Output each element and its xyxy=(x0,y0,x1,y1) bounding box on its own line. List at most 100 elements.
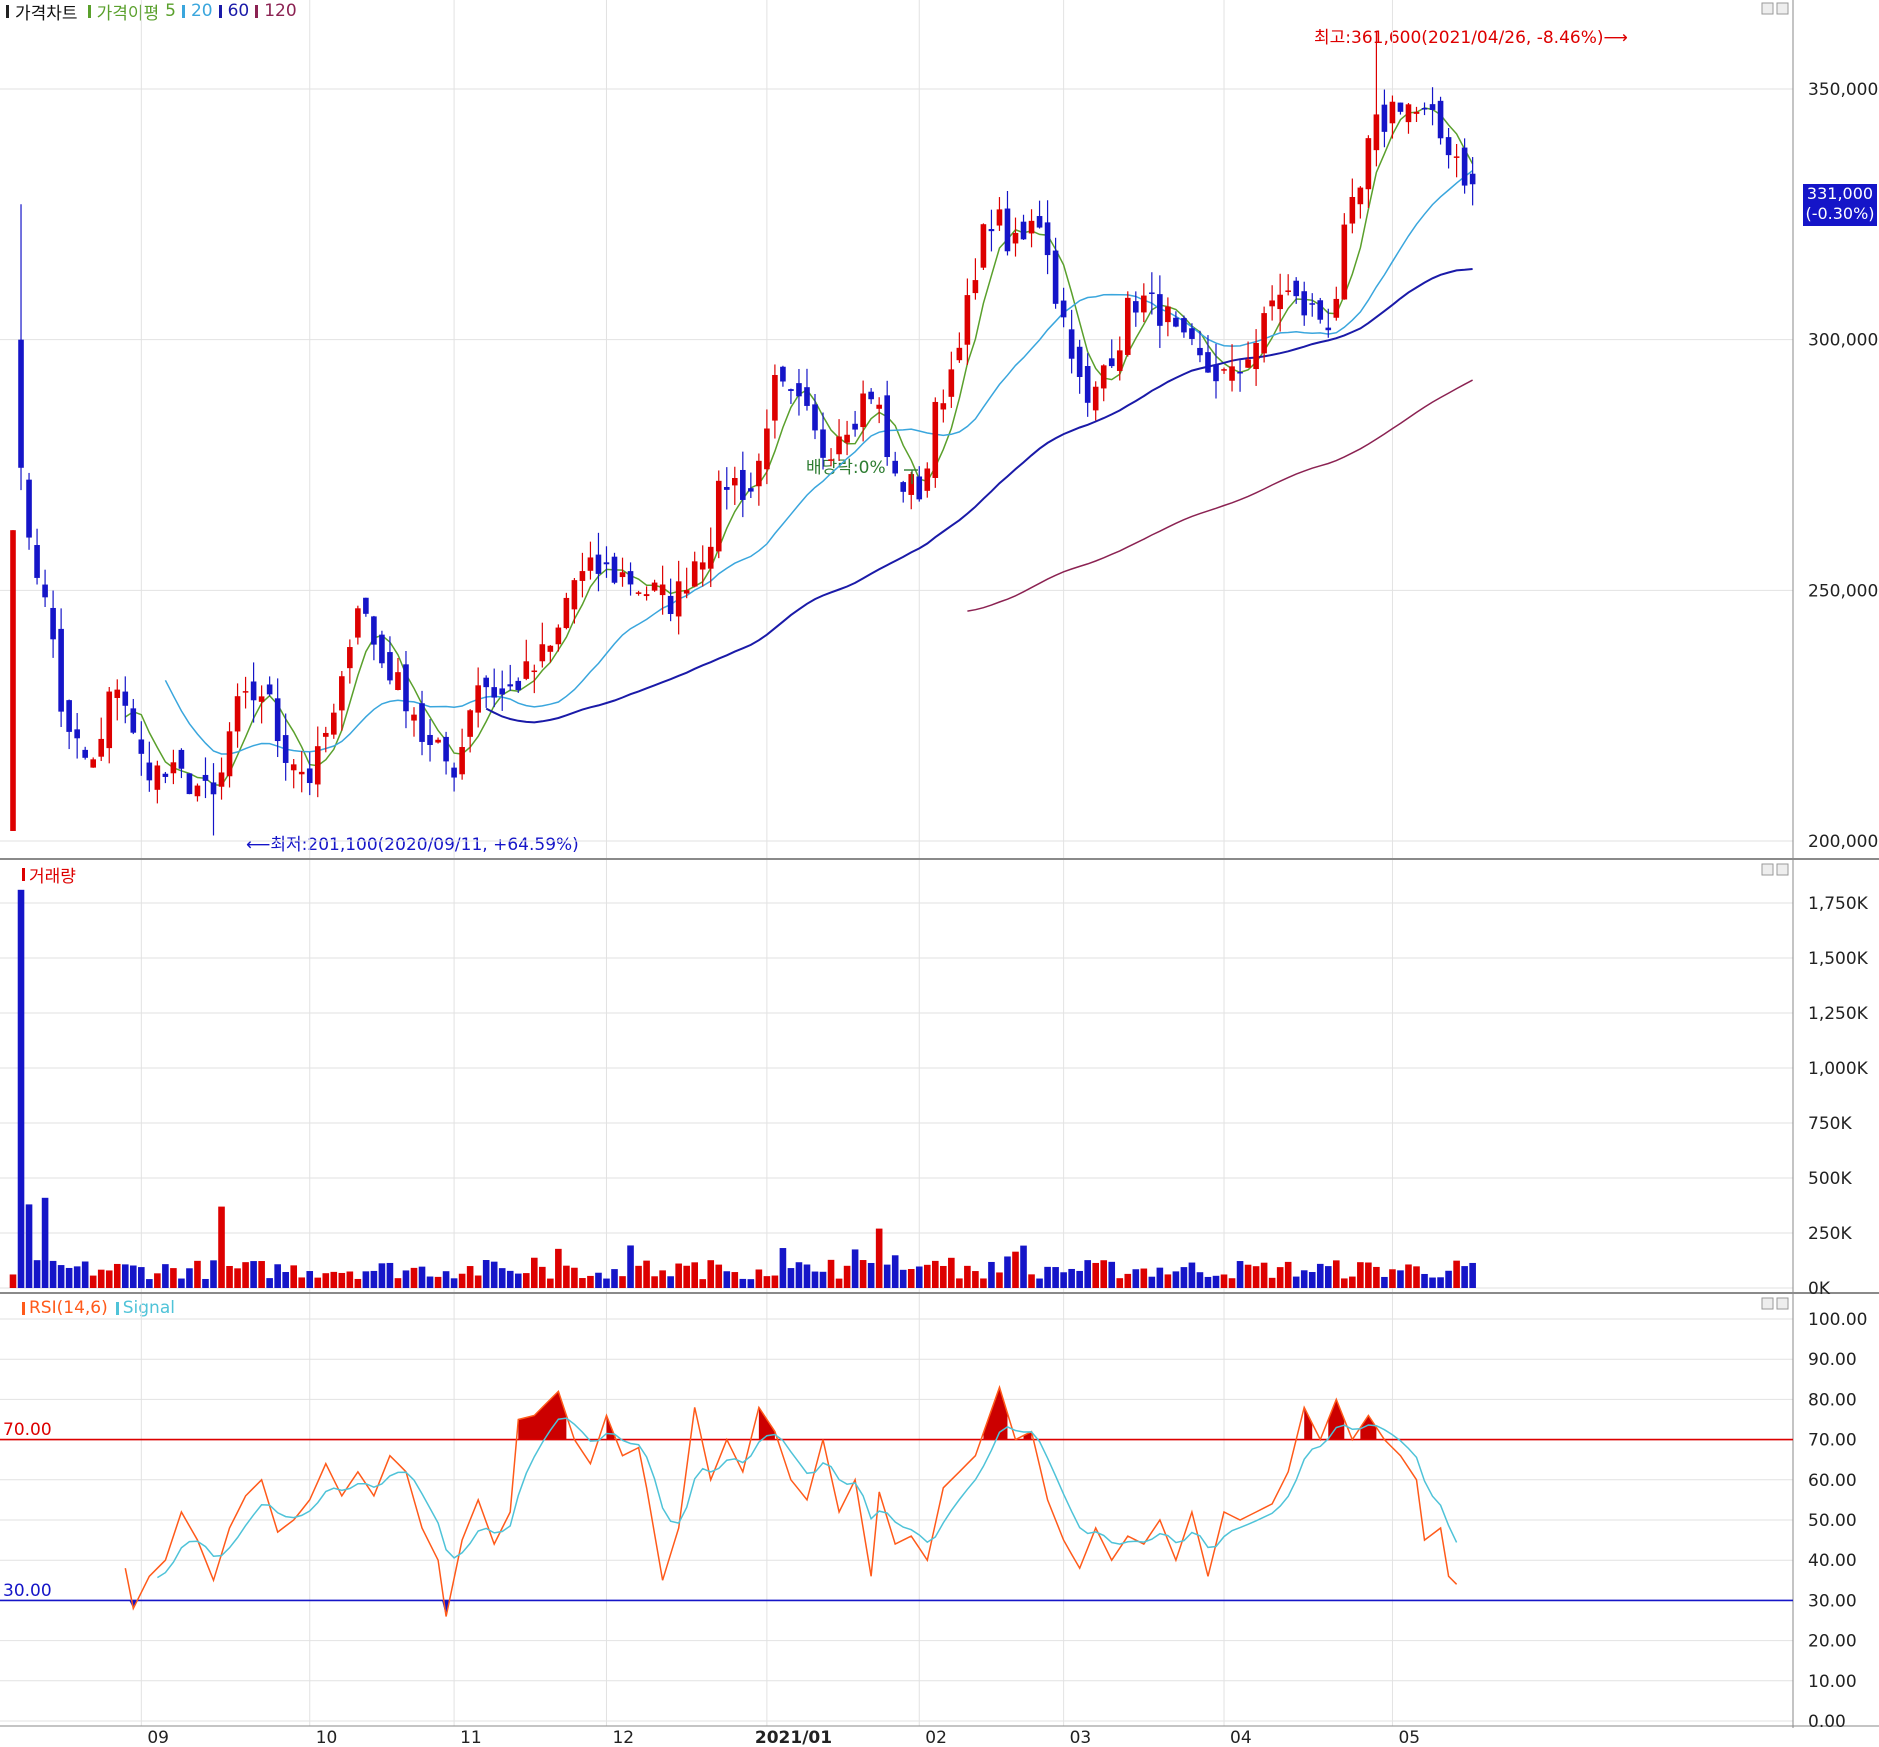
candle-body xyxy=(1269,300,1275,307)
candle-body xyxy=(483,677,489,688)
volume-bar xyxy=(170,1268,177,1288)
candle-body xyxy=(651,582,658,591)
candle-body xyxy=(1333,298,1340,318)
volume-bar xyxy=(1156,1267,1164,1288)
volume-bar xyxy=(314,1277,322,1288)
volume-bar xyxy=(298,1277,306,1288)
volume-bar xyxy=(996,1272,1003,1288)
ma20-legend: 20 xyxy=(190,1,213,21)
rsi-overbought-fill xyxy=(983,1387,1008,1440)
volume-bar xyxy=(1349,1276,1356,1288)
volume-bar xyxy=(1445,1270,1452,1288)
volume-bar xyxy=(49,1260,57,1288)
volume-bar xyxy=(1429,1277,1436,1288)
volume-bar xyxy=(1220,1274,1228,1288)
volume-bar xyxy=(162,1264,169,1288)
rsi-tick-label: 40.00 xyxy=(1808,1551,1857,1571)
rsi-legend-icon xyxy=(22,1301,25,1315)
volume-bar xyxy=(1333,1260,1340,1288)
rsi-legend: RSI(14,6) Signal xyxy=(22,1297,175,1319)
candle-body xyxy=(411,714,417,721)
volume-bar xyxy=(683,1265,690,1288)
candle-body xyxy=(1213,364,1219,382)
candle-body xyxy=(804,387,810,406)
volume-bar xyxy=(330,1271,338,1288)
pane-close-button[interactable] xyxy=(1776,2,1789,15)
volume-tick-label: 1,250K xyxy=(1808,1004,1869,1024)
date-tick-label: 2021/01 xyxy=(755,1728,832,1747)
candle-body xyxy=(788,389,794,391)
candle-body xyxy=(948,369,955,397)
candle-body xyxy=(1165,306,1171,323)
volume-bar xyxy=(178,1278,185,1288)
volume-bar xyxy=(539,1266,546,1288)
volume-bar xyxy=(1196,1272,1204,1288)
volume-bar xyxy=(218,1206,225,1288)
pane-controls[interactable] xyxy=(1761,2,1789,1310)
candle-body xyxy=(459,747,465,775)
date-tick-label: 05 xyxy=(1398,1728,1420,1747)
volume-bar xyxy=(466,1266,474,1288)
pane-close-button[interactable] xyxy=(1776,1297,1789,1310)
pane-minimize-button[interactable] xyxy=(1761,1297,1774,1310)
volume-bar xyxy=(113,1263,121,1288)
candle-body xyxy=(1389,101,1396,124)
volume-bar xyxy=(121,1264,129,1288)
volume-bar xyxy=(322,1273,330,1288)
rsi-lower-level-label: 30.00 xyxy=(3,1581,52,1601)
low-annotation: ⟵최저:201,100(2020/09/11, +64.59%) xyxy=(246,835,579,855)
volume-bar xyxy=(1212,1275,1220,1288)
candle-body xyxy=(1221,369,1227,371)
pane-minimize-button[interactable] xyxy=(1761,863,1774,876)
volume-bar xyxy=(138,1267,145,1288)
volume-tick-label: 500K xyxy=(1808,1169,1852,1189)
candle-body xyxy=(162,773,169,777)
candle-body xyxy=(1325,327,1332,331)
candle-body xyxy=(42,584,48,598)
volume-bar xyxy=(57,1265,65,1288)
candle-body xyxy=(26,479,32,538)
candle-body xyxy=(475,685,481,713)
candle-body xyxy=(58,628,64,712)
volume-bar xyxy=(932,1260,939,1288)
pane-close-button[interactable] xyxy=(1776,863,1789,876)
candle-body xyxy=(1461,147,1468,186)
candle-body xyxy=(395,672,401,690)
volume-bar xyxy=(1437,1277,1444,1288)
candle-body xyxy=(339,676,345,711)
candle-body xyxy=(499,688,506,695)
volume-bar xyxy=(1461,1266,1468,1288)
candle-body xyxy=(699,562,706,570)
volume-bar xyxy=(1052,1267,1059,1288)
volume-bar xyxy=(1260,1262,1268,1288)
candle-body xyxy=(619,572,626,578)
volume-bar xyxy=(194,1260,201,1288)
candle-body xyxy=(403,664,409,712)
volume-bar xyxy=(1124,1273,1132,1288)
candle-body xyxy=(996,209,1003,226)
volume-bar xyxy=(1292,1276,1300,1288)
volume-bar xyxy=(972,1271,979,1288)
volume-bar xyxy=(1324,1266,1332,1288)
volume-bar xyxy=(1100,1260,1108,1288)
candle-body xyxy=(1365,138,1372,190)
volume-bar xyxy=(154,1273,161,1288)
volume-bar xyxy=(490,1261,498,1288)
volume-bar xyxy=(563,1265,570,1288)
candle-body xyxy=(828,459,834,461)
volume-bar xyxy=(25,1204,33,1288)
candle-body xyxy=(146,762,153,781)
candle-body xyxy=(667,595,674,615)
candle-body xyxy=(130,708,137,733)
volume-bar xyxy=(370,1270,378,1288)
candle-body xyxy=(820,429,826,458)
candle-body xyxy=(932,401,939,478)
candle-body xyxy=(796,383,802,397)
volume-bar xyxy=(956,1278,963,1288)
candle-body xyxy=(18,339,24,468)
volume-bar xyxy=(691,1262,698,1288)
candle-body xyxy=(900,482,907,492)
pane-minimize-button[interactable] xyxy=(1761,2,1774,15)
volume-bar xyxy=(964,1265,971,1288)
volume-bar xyxy=(506,1270,514,1288)
